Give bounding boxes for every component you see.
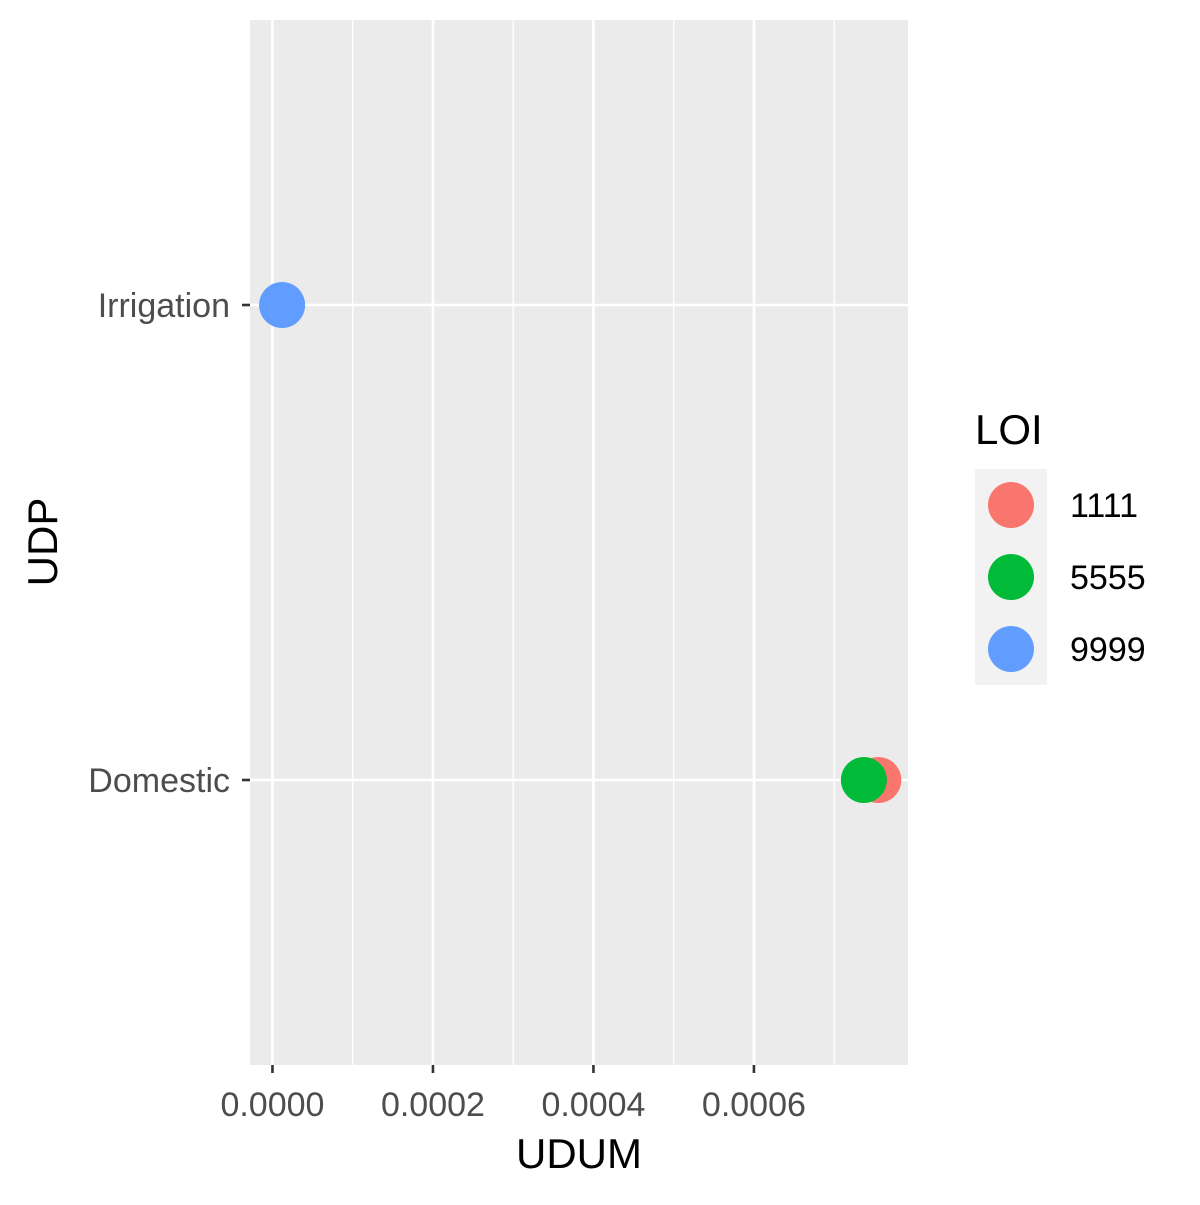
x-tick-label: 0.0006 [702, 1086, 806, 1124]
x-tick-label: 0.0004 [541, 1086, 645, 1124]
x-axis-title: UDUM [516, 1130, 642, 1177]
data-point-9999 [259, 282, 305, 328]
y-axis-title: UDP [19, 498, 66, 587]
x-tick-label: 0.0000 [220, 1086, 324, 1124]
y-tick-label: Irrigation [98, 287, 230, 325]
x-axis: 0.0000 0.0002 0.0004 0.0006 [220, 1065, 805, 1124]
legend: LOI 1111 5555 9999 [975, 406, 1146, 685]
legend-label: 1111 [1070, 487, 1138, 525]
y-tick-label: Domestic [88, 762, 230, 800]
legend-label: 5555 [1070, 559, 1146, 597]
legend-key-1111 [988, 482, 1034, 528]
legend-title: LOI [975, 406, 1043, 453]
plot-panel [250, 20, 908, 1065]
legend-key-9999 [988, 626, 1034, 672]
legend-label: 9999 [1070, 631, 1146, 669]
data-point-5555 [841, 757, 887, 803]
x-tick-label: 0.0002 [381, 1086, 485, 1124]
legend-key-5555 [988, 554, 1034, 600]
y-axis: Domestic Irrigation [88, 287, 250, 800]
